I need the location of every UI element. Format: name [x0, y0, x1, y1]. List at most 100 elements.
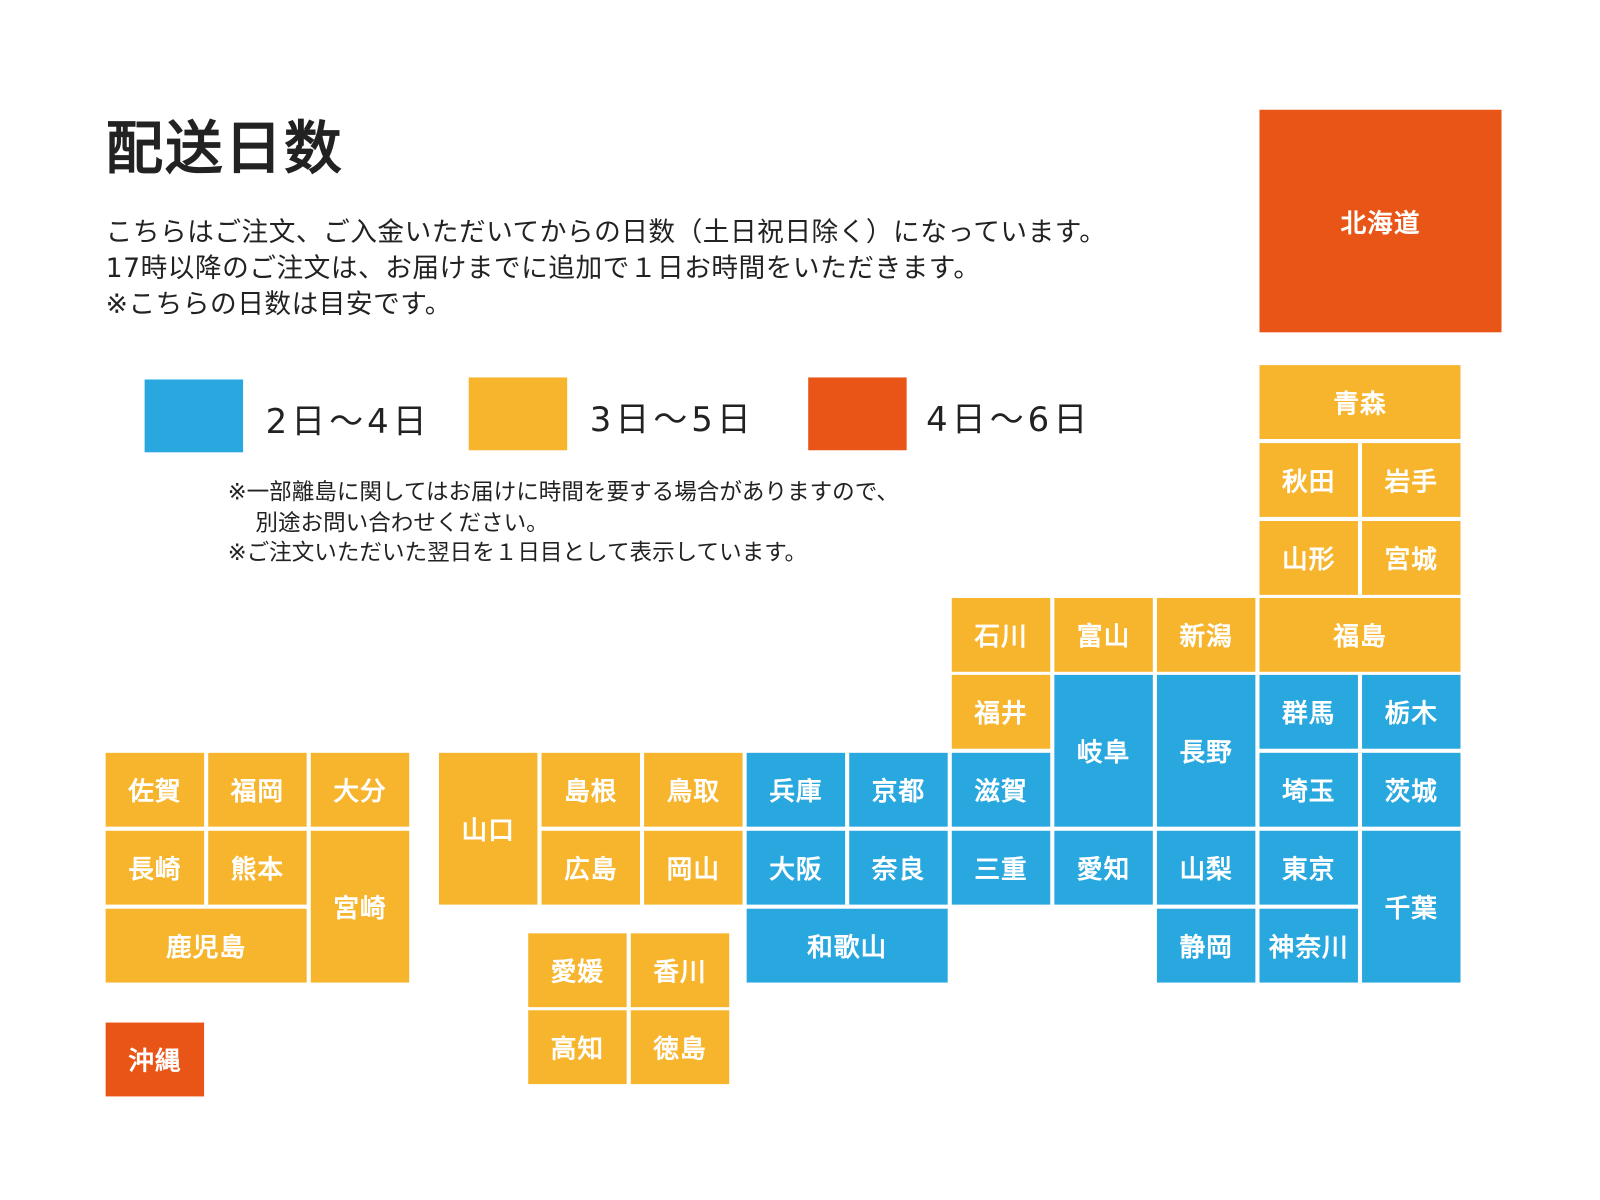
page-title: 配送日数	[105, 115, 344, 183]
prefecture-name: 埼玉	[1282, 776, 1336, 807]
prefecture-name: 福島	[1333, 621, 1387, 652]
prefecture-name: 長崎	[128, 854, 182, 885]
prefecture-tile: 三重	[951, 830, 1051, 905]
prefecture-tile: 北海道	[1259, 109, 1502, 333]
prefecture-name: 大阪	[769, 854, 823, 885]
prefecture-tile: 滋賀	[951, 752, 1051, 827]
prefecture-name: 三重	[974, 854, 1028, 885]
prefecture-tile: 愛媛	[528, 933, 627, 1008]
description-line: 17時以降のご注文は、お届けまでに追加で１日お時間をいただきます。	[105, 253, 981, 285]
prefecture-tile: 岩手	[1362, 443, 1461, 517]
prefecture-tile: 神奈川	[1259, 908, 1358, 983]
prefecture-name: 岐阜	[1076, 737, 1131, 768]
prefecture-tile: 宮城	[1362, 521, 1461, 595]
legend-swatch-yellow	[468, 377, 568, 451]
prefecture-tile: 栃木	[1362, 674, 1461, 749]
legend-swatch-blue	[144, 379, 244, 453]
prefecture-name: 愛知	[1076, 854, 1131, 885]
note-line: 別途お問い合わせください。	[255, 510, 549, 536]
prefecture-name: 和歌山	[807, 932, 888, 963]
prefecture-tile: 山梨	[1156, 830, 1256, 905]
prefecture-name: 徳島	[653, 1033, 707, 1064]
prefecture-tile: 鹿児島	[105, 908, 307, 983]
note-line: ※ご注文いただいた翌日を１日目として表示しています。	[227, 540, 808, 567]
prefecture-name: 熊本	[230, 854, 285, 885]
prefecture-tile: 静岡	[1156, 908, 1256, 983]
prefecture-tile: 富山	[1054, 597, 1153, 672]
prefecture-tile: 山口	[438, 752, 538, 905]
prefecture-tile: 福島	[1259, 597, 1461, 672]
prefecture-name: 滋賀	[974, 776, 1028, 807]
prefecture-tile: 広島	[541, 830, 640, 905]
note-line: ※一部離島に関してはお届けに時間を要する場合がありますので、	[227, 479, 899, 506]
prefecture-name: 神奈川	[1268, 932, 1349, 963]
prefecture-name: 佐賀	[128, 776, 182, 807]
prefecture-name: 京都	[871, 776, 926, 807]
prefecture-tile: 鳥取	[644, 752, 743, 827]
prefecture-name: 石川	[974, 621, 1028, 652]
prefecture-name: 鳥取	[666, 776, 720, 807]
prefecture-name: 富山	[1076, 621, 1131, 652]
prefecture-name: 山口	[461, 815, 515, 846]
prefecture-tile: 沖縄	[105, 1022, 205, 1097]
prefecture-tile: 東京	[1259, 830, 1358, 905]
prefecture-tile: 香川	[630, 933, 730, 1008]
prefecture-tile: 兵庫	[746, 752, 846, 827]
prefecture-name: 奈良	[871, 854, 926, 885]
prefecture-tile: 佐賀	[105, 752, 205, 827]
prefecture-name: 山梨	[1179, 854, 1233, 885]
prefecture-tile: 愛知	[1054, 830, 1153, 905]
prefecture-name: 岩手	[1384, 466, 1438, 497]
prefecture-tile: 石川	[951, 597, 1051, 672]
prefecture-name: 大分	[333, 776, 387, 807]
prefecture-tile: 埼玉	[1259, 752, 1358, 827]
prefecture-name: 宮崎	[333, 893, 387, 924]
prefecture-name: 岡山	[666, 854, 720, 885]
prefecture-name: 広島	[564, 854, 618, 885]
prefecture-tile: 大分	[310, 752, 410, 827]
prefecture-name: 北海道	[1340, 207, 1421, 238]
legend-label-4-6-days: 4日〜6日	[926, 398, 1092, 439]
prefecture-name: 青森	[1333, 388, 1387, 419]
prefecture-name: 千葉	[1384, 893, 1438, 924]
prefecture-tile: 京都	[849, 752, 948, 827]
prefecture-tile: 群馬	[1259, 674, 1358, 749]
prefecture-name: 高知	[550, 1033, 605, 1064]
prefecture-tile: 青森	[1259, 365, 1461, 439]
prefecture-tile: 徳島	[630, 1010, 730, 1085]
prefecture-tile: 秋田	[1259, 443, 1358, 517]
prefecture-name: 新潟	[1179, 621, 1233, 652]
prefecture-name: 群馬	[1282, 698, 1336, 729]
prefecture-tile: 宮崎	[310, 830, 410, 983]
prefecture-name: 静岡	[1179, 932, 1233, 963]
prefecture-name: 愛媛	[550, 956, 605, 987]
prefecture-name: 宮城	[1384, 544, 1438, 575]
prefecture-tile: 岐阜	[1054, 674, 1153, 827]
prefecture-name: 山形	[1282, 544, 1336, 575]
prefecture-tile: 島根	[541, 752, 640, 827]
description-line: ※こちらの日数は目安です。	[105, 289, 452, 320]
prefecture-tile: 高知	[528, 1010, 627, 1085]
prefecture-tile: 福井	[951, 674, 1051, 749]
notes: ※一部離島に関してはお届けに時間を要する場合がありますので、 別途お問い合わせく…	[228, 478, 899, 569]
prefecture-name: 兵庫	[769, 776, 823, 807]
prefecture-name: 秋田	[1282, 466, 1336, 497]
prefecture-tile: 和歌山	[746, 908, 948, 983]
prefecture-tile: 山形	[1259, 521, 1358, 595]
prefecture-tile: 岡山	[644, 830, 743, 905]
prefecture-name: 鹿児島	[166, 932, 247, 963]
prefecture-tile: 奈良	[849, 830, 948, 905]
prefecture-tile: 茨城	[1362, 752, 1461, 827]
prefecture-tile: 長野	[1156, 674, 1256, 827]
prefecture-name: 茨城	[1384, 776, 1438, 807]
prefecture-name: 福岡	[230, 776, 285, 807]
prefecture-tile: 熊本	[208, 830, 307, 905]
prefecture-name: 福井	[974, 698, 1028, 729]
prefecture-name: 東京	[1282, 854, 1336, 885]
prefecture-tile: 福岡	[208, 752, 307, 827]
prefecture-name: 栃木	[1384, 698, 1438, 729]
prefecture-name: 長野	[1179, 737, 1233, 768]
prefecture-name: 香川	[653, 956, 707, 987]
prefecture-name: 島根	[564, 776, 618, 807]
